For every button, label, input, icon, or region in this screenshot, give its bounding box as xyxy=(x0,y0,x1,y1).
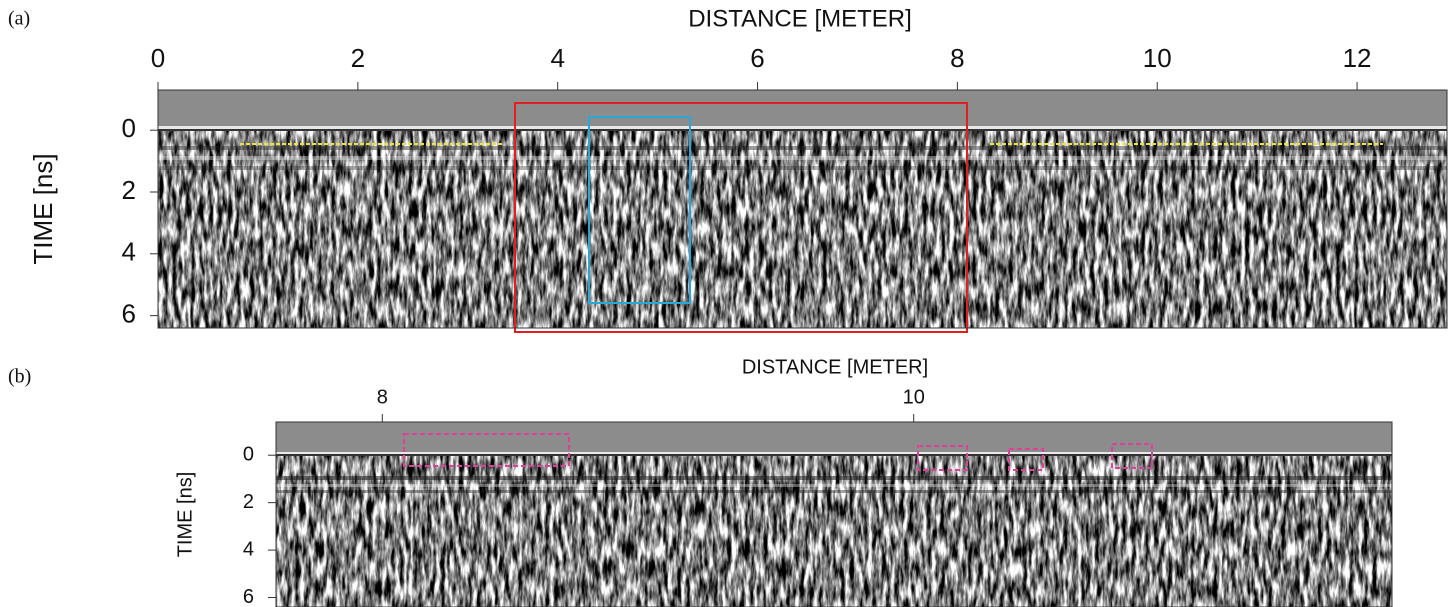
y-tick-label: 0 xyxy=(122,113,136,143)
radargram-image xyxy=(158,90,1447,328)
x-tick-label: 8 xyxy=(950,43,964,73)
figure: (a) DISTANCE [METER] TIME [ns] 0 2 4 6 8 10 12 0 2 4… xyxy=(0,0,1450,607)
x-tick-label: 10 xyxy=(903,386,925,408)
x-axis-title: DISTANCE [METER] xyxy=(742,356,928,378)
panel-label: (a) xyxy=(8,8,30,30)
y-axis-title: TIME [ns] xyxy=(28,153,58,264)
x-tick-label: 4 xyxy=(550,43,564,73)
radargram-image xyxy=(276,422,1392,607)
x-tick-label: 2 xyxy=(351,43,365,73)
x-axis-title: DISTANCE [METER] xyxy=(688,5,912,32)
panel-label: (b) xyxy=(8,366,31,388)
y-tick-label: 2 xyxy=(122,175,136,205)
x-tick-label: 12 xyxy=(1343,43,1372,73)
y-tick-label: 4 xyxy=(243,538,254,560)
y-tick-label: 6 xyxy=(243,586,254,607)
x-tick-label: 10 xyxy=(1143,43,1172,73)
y-axis-title: TIME [ns] xyxy=(174,472,196,558)
y-tick-label: 0 xyxy=(243,443,254,465)
x-tick-label: 0 xyxy=(151,43,165,73)
y-tick-label: 6 xyxy=(122,299,136,329)
y-tick-label: 2 xyxy=(243,491,254,513)
x-tick-label: 6 xyxy=(750,43,764,73)
y-tick-label: 4 xyxy=(122,237,136,267)
x-tick-label: 8 xyxy=(377,386,388,408)
